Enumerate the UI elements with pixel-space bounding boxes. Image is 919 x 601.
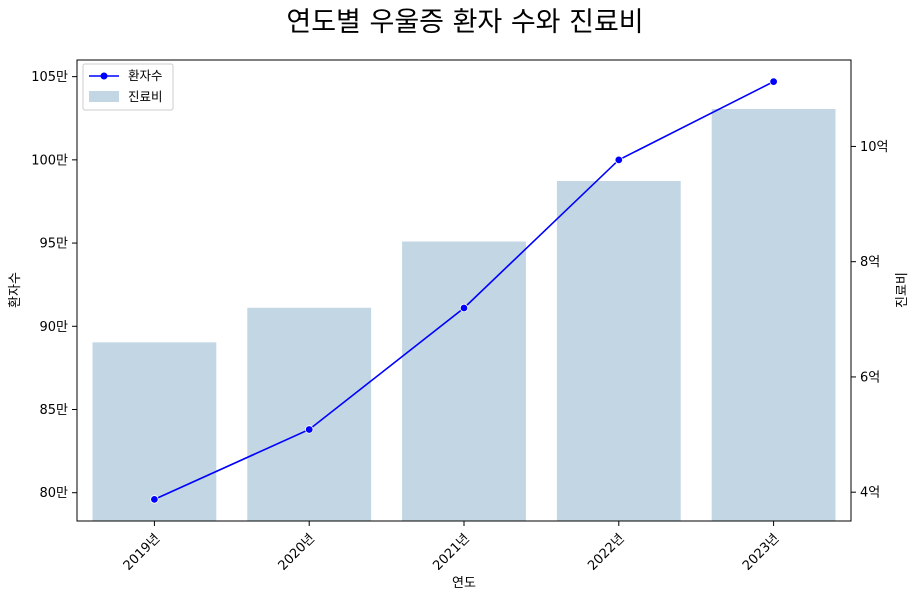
left-tick-label-3: 95만	[39, 237, 68, 252]
legend-bar-swatch	[89, 91, 119, 102]
bar-group	[92, 108, 836, 522]
left-tick-label-0: 80만	[39, 486, 68, 501]
right-tick-label-2: 8억	[860, 255, 880, 270]
left-y-axis: 80만 85만 90만 95만 100만 105만	[31, 70, 77, 501]
line-point-4	[769, 77, 778, 86]
x-tick-label-0: 2019년	[121, 531, 163, 573]
right-y-axis: 4억 6억 8억 10억	[851, 140, 889, 501]
left-tick-label-1: 85만	[39, 403, 68, 418]
line-point-0	[150, 495, 159, 504]
left-y-axis-label: 환자수	[8, 272, 23, 308]
bar-0	[92, 342, 217, 521]
x-axis: 2019년 2020년 2021년 2022년 2023년	[121, 521, 782, 574]
left-tick-label-2: 90만	[39, 320, 68, 335]
chart-title: 연도별 우울증 환자 수와 진료비	[286, 7, 643, 38]
x-tick-label-4: 2023년	[740, 531, 782, 573]
right-y-axis-label: 진료비	[895, 272, 910, 308]
left-tick-label-4: 100만	[31, 153, 68, 168]
right-tick-label-3: 10억	[860, 140, 889, 155]
line-point-3	[614, 155, 623, 165]
x-tick-label-2: 2021년	[430, 531, 472, 573]
right-tick-label-0: 4억	[860, 486, 880, 501]
legend-line-marker	[100, 72, 108, 80]
bar-3	[556, 181, 681, 521]
legend: 환자수 진료비	[82, 63, 174, 111]
bar-1	[247, 307, 372, 521]
legend-label-patients: 환자수	[128, 68, 163, 83]
line-point-1	[305, 425, 314, 434]
legend-label-cost: 진료비	[128, 89, 163, 104]
right-tick-label-1: 6억	[860, 370, 880, 385]
line-group	[150, 77, 778, 504]
x-tick-label-1: 2020년	[276, 531, 318, 573]
x-tick-label-3: 2022년	[585, 531, 627, 573]
bar-2	[402, 241, 526, 522]
bar-4	[711, 108, 836, 521]
x-axis-label: 연도	[452, 576, 476, 591]
left-tick-label-5: 105만	[31, 70, 68, 85]
line-point-2	[459, 303, 469, 313]
